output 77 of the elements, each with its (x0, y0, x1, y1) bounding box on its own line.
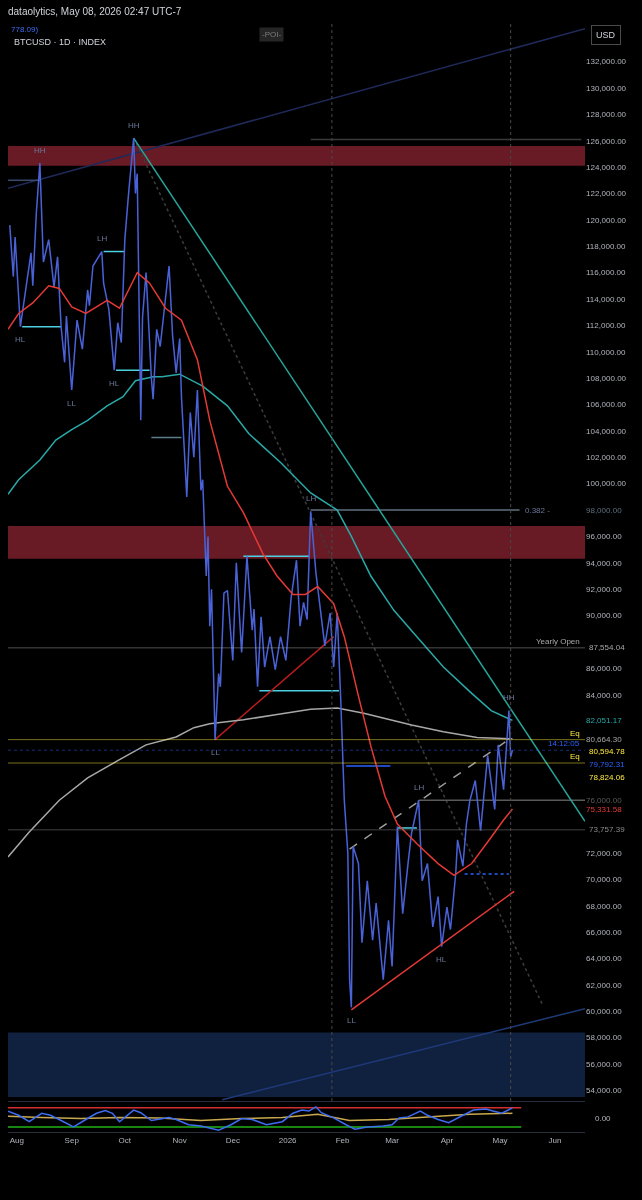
annotation: HH (503, 693, 515, 702)
annotation: LL (347, 1016, 357, 1025)
x-tick-label: Oct (118, 1135, 132, 1145)
y-tick-label: 116,000.00 (586, 268, 626, 278)
y-tick-label: 54,000.00 (586, 1086, 623, 1096)
x-tick-label: Feb (335, 1135, 350, 1145)
annotation: Yearly Open (536, 637, 580, 646)
y-tick-label: 106,000.00 (586, 400, 627, 410)
y-tick-label: 110,000.00 (586, 347, 626, 357)
y-tick-label: 108,000.00 (586, 373, 627, 383)
x-tick-label: Jun (548, 1135, 562, 1145)
x-tick-label: Aug (9, 1135, 24, 1145)
y-tick-label: 62,000.00 (586, 980, 623, 990)
y-tick-label: 70,000.00 (586, 875, 623, 885)
annotation: HH (34, 146, 46, 155)
y-tick-label: 82,051.17 (586, 716, 623, 726)
y-tick-label: 126,000.00 (586, 136, 627, 146)
annotation: 0.382 - (525, 506, 551, 515)
y-tick-label: 60,000.00 (586, 1007, 623, 1017)
y-tick-label: 132,000.00 (586, 57, 627, 67)
y-tick-label: 75,331.58 (586, 804, 623, 814)
annotation: HL (109, 379, 120, 388)
chart-title: dataolytics, May 08, 2026 02:47 UTC-7 (8, 5, 182, 17)
y-tick-label: 76,000.00 (586, 796, 623, 806)
annotation: 778.09) (11, 25, 39, 34)
y-tick-label: 120,000.00 (586, 215, 627, 225)
annotation: 14:12:05 (548, 739, 580, 748)
annotation: LH (97, 234, 108, 243)
y-tick-label: 102,000.00 (586, 453, 627, 463)
y-tick-label: 122,000.00 (586, 189, 627, 199)
y-tick-label: 112,000.00 (586, 321, 626, 331)
annotation: HL (436, 955, 447, 964)
y-tick-label: 66,000.00 (586, 927, 623, 937)
y-tick-label: 80,664.30 (586, 734, 623, 744)
annotation: Eq (570, 729, 580, 738)
annotation: LH (414, 783, 425, 792)
annotation: HH (128, 121, 140, 130)
x-tick-label: Sep (64, 1135, 80, 1145)
x-tick-label: May (492, 1135, 508, 1145)
text: 0.00 (595, 1114, 612, 1123)
ref-line-label: 78,824.06 (589, 773, 626, 782)
ref-line-label: 80,594.78 (589, 747, 626, 756)
ref-line-label: 79,792.31 (589, 760, 626, 769)
y-tick-label: 96,000.00 (586, 532, 623, 542)
y-tick-label: 124,000.00 (586, 162, 627, 172)
y-tick-label: 56,000.00 (586, 1059, 623, 1069)
x-tick-label: Nov (172, 1135, 187, 1145)
y-tick-label: 90,000.00 (586, 611, 623, 621)
x-tick-label: Apr (440, 1135, 454, 1145)
y-tick-label: 58,000.00 (586, 1033, 623, 1043)
y-tick-label: 64,000.00 (586, 954, 623, 964)
y-tick-label: 114,000.00 (586, 294, 626, 304)
y-tick-label: 72,000.00 (586, 848, 623, 858)
y-tick-label: 86,000.00 (586, 664, 623, 674)
annotation: Eq (570, 752, 580, 761)
x-tick-label: Mar (385, 1135, 400, 1145)
annotation: LL (67, 399, 77, 408)
y-tick-label: 118,000.00 (586, 242, 626, 252)
y-tick-label: 98,000.00 (586, 505, 623, 515)
x-tick-label: 2026 (278, 1135, 298, 1145)
y-tick-label: 84,000.00 (586, 690, 623, 700)
y-tick-label: 68,000.00 (586, 901, 623, 911)
annotation: HL (15, 335, 26, 344)
y-axis-title: USD (596, 30, 616, 40)
text: BTCUSD · 1D · INDEX (14, 37, 107, 47)
y-tick-label: 100,000.00 (586, 479, 627, 489)
ref-line-label: 73,757.39 (589, 825, 626, 834)
annotation: LL (211, 748, 221, 757)
ref-line-label: 87,554.04 (589, 643, 626, 652)
y-tick-label: 104,000.00 (586, 426, 627, 436)
y-tick-label: 94,000.00 (586, 558, 623, 568)
y-tick-label: 92,000.00 (586, 585, 623, 594)
annotation: LH (306, 494, 317, 503)
annotation: -POI- (262, 30, 282, 39)
y-tick-label: 130,000.00 (586, 83, 627, 93)
x-tick-label: Dec (225, 1135, 240, 1145)
y-tick-label: 128,000.00 (586, 110, 627, 120)
